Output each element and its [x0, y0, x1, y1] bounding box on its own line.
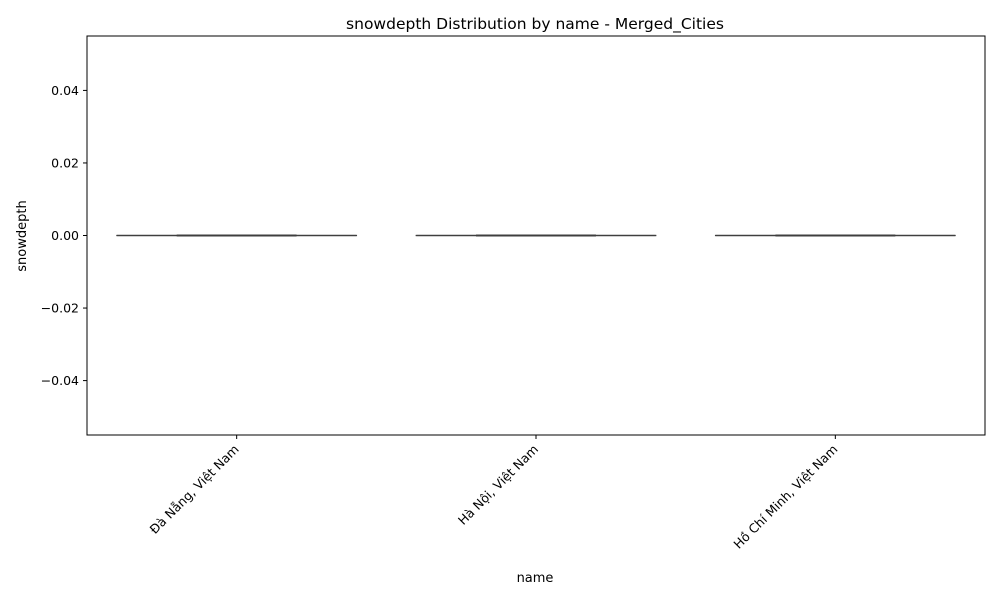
x-tick-label: Đà Nẵng, Việt Nam	[147, 442, 242, 537]
y-axis: −0.04 −0.02 0.00 0.02 0.04	[41, 83, 87, 388]
y-axis-label: snowdepth	[15, 200, 30, 271]
y-tick-label: 0.00	[51, 228, 79, 243]
y-tick-label: −0.04	[41, 373, 79, 388]
chart-title: snowdepth Distribution by name - Merged_…	[346, 15, 724, 34]
y-tick-label: 0.02	[51, 155, 79, 170]
y-tick-label: 0.04	[51, 83, 79, 98]
y-tick-label: −0.02	[41, 301, 79, 316]
x-axis-label: name	[517, 571, 554, 586]
x-tick-label: Hà Nội, Việt Nam	[455, 442, 541, 528]
x-axis: Đà Nẵng, Việt Nam Hà Nội, Việt Nam Hồ Chí …	[147, 435, 841, 552]
x-tick-label: Hồ Chí Minh, Việt Nam	[730, 442, 840, 552]
